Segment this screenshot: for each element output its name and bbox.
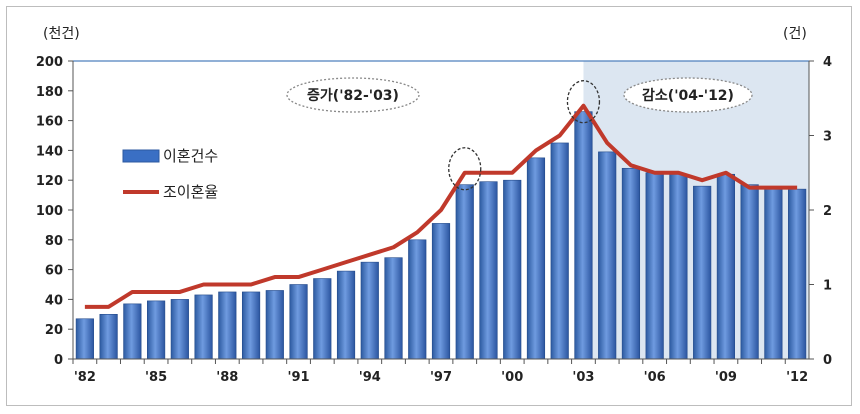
legend-label-bars: 이혼건수	[163, 147, 218, 165]
x-tick-label: '88	[216, 370, 238, 385]
decrease-annotation-label: 감소('04-'12)	[642, 87, 734, 104]
bar-'12	[788, 188, 807, 360]
left-tick-label: 60	[45, 264, 63, 279]
x-tick-label: '97	[430, 370, 452, 385]
x-ticks: '82 '85 '88 '91 '94 '97 '00 '03 '06 '09 '12	[72, 359, 808, 385]
bar-'01	[526, 157, 546, 360]
bar-'99	[479, 181, 498, 360]
left-tick-label: 80	[45, 234, 63, 249]
x-tick-label: '00	[501, 370, 523, 385]
x-tick-label: '09	[715, 370, 737, 385]
bar-series	[75, 111, 807, 360]
legend-swatch-bars	[122, 149, 160, 163]
bar-'88	[218, 291, 237, 360]
bar-'07	[669, 173, 688, 360]
bar-'86	[170, 299, 189, 360]
x-tick-label: '06	[644, 370, 666, 385]
bar-'09	[716, 173, 735, 360]
left-tick-label: 0	[54, 353, 63, 368]
left-tick-label: 200	[36, 55, 63, 70]
right-tick-label: 4	[823, 55, 832, 70]
left-tick-label: 140	[36, 144, 63, 159]
left-tick-label: 40	[45, 293, 63, 308]
legend: 이혼건수 조이혼율	[122, 147, 218, 201]
x-tick-label: '94	[359, 370, 381, 385]
left-y-ticks: 0 20 40 60 80 100 120 140 160 180 200	[36, 55, 73, 368]
left-tick-label: 100	[36, 204, 63, 219]
right-tick-label: 0	[823, 353, 832, 368]
increase-annotation-label: 증가('82-'03)	[307, 88, 399, 104]
x-tick-label: '91	[288, 370, 310, 385]
right-axis-unit: (건)	[783, 26, 807, 42]
bar-'93	[336, 270, 356, 360]
bar-'94	[360, 261, 379, 360]
bar-'95	[384, 257, 403, 360]
right-tick-label: 3	[823, 130, 832, 145]
bar-'98	[455, 184, 474, 360]
bar-'08	[693, 185, 712, 360]
highlight-circle-'98	[448, 147, 482, 191]
bar-'03	[574, 111, 593, 360]
bar-'82	[75, 318, 94, 360]
x-tick-label: '03	[572, 370, 594, 385]
bar-'84	[123, 303, 142, 360]
highlight-circles	[448, 80, 601, 191]
bar-'02	[550, 142, 569, 360]
x-tick-label: '82	[74, 370, 96, 385]
bar-'00	[503, 179, 522, 360]
bar-'04	[598, 151, 617, 360]
bar-'90	[265, 290, 284, 360]
bar-'06	[645, 172, 664, 360]
right-tick-label: 2	[823, 204, 832, 219]
left-tick-label: 120	[36, 174, 63, 189]
right-y-ticks: 0 1 2 3 4	[809, 55, 832, 368]
bar-'96	[408, 239, 427, 360]
left-axis-unit: (천건)	[43, 26, 80, 42]
bar-'10	[740, 184, 759, 360]
bar-'05	[621, 167, 641, 360]
x-tick-label: '12	[786, 370, 808, 385]
crude-divorce-rate-line	[84, 103, 798, 309]
bar-'85	[147, 300, 166, 360]
right-tick-label: 1	[823, 279, 832, 294]
chart-frame: 0 20 40 60 80 100 120 140 160 180 200 0 1 2 3 4 '82 '85…	[6, 6, 852, 406]
bar-'89	[241, 291, 261, 360]
decrease-annotation-ellipse	[623, 77, 753, 113]
increase-annotation-ellipse	[286, 77, 420, 113]
bar-'91	[289, 284, 308, 360]
highlight-circle-'03	[566, 80, 601, 124]
left-tick-label: 20	[45, 323, 63, 338]
bar-'11	[764, 188, 783, 360]
divorce-chart: 0 20 40 60 80 100 120 140 160 180 200 0 1 2 3 4 '82 '85…	[36, 26, 832, 385]
x-tick-label: '85	[145, 370, 167, 385]
left-tick-label: 160	[36, 115, 63, 130]
bar-'97	[431, 223, 451, 360]
left-tick-label: 180	[36, 85, 63, 100]
legend-label-line: 조이혼율	[163, 183, 218, 201]
bar-'83	[99, 313, 118, 360]
bar-'87	[194, 294, 213, 360]
bar-'92	[313, 278, 332, 360]
